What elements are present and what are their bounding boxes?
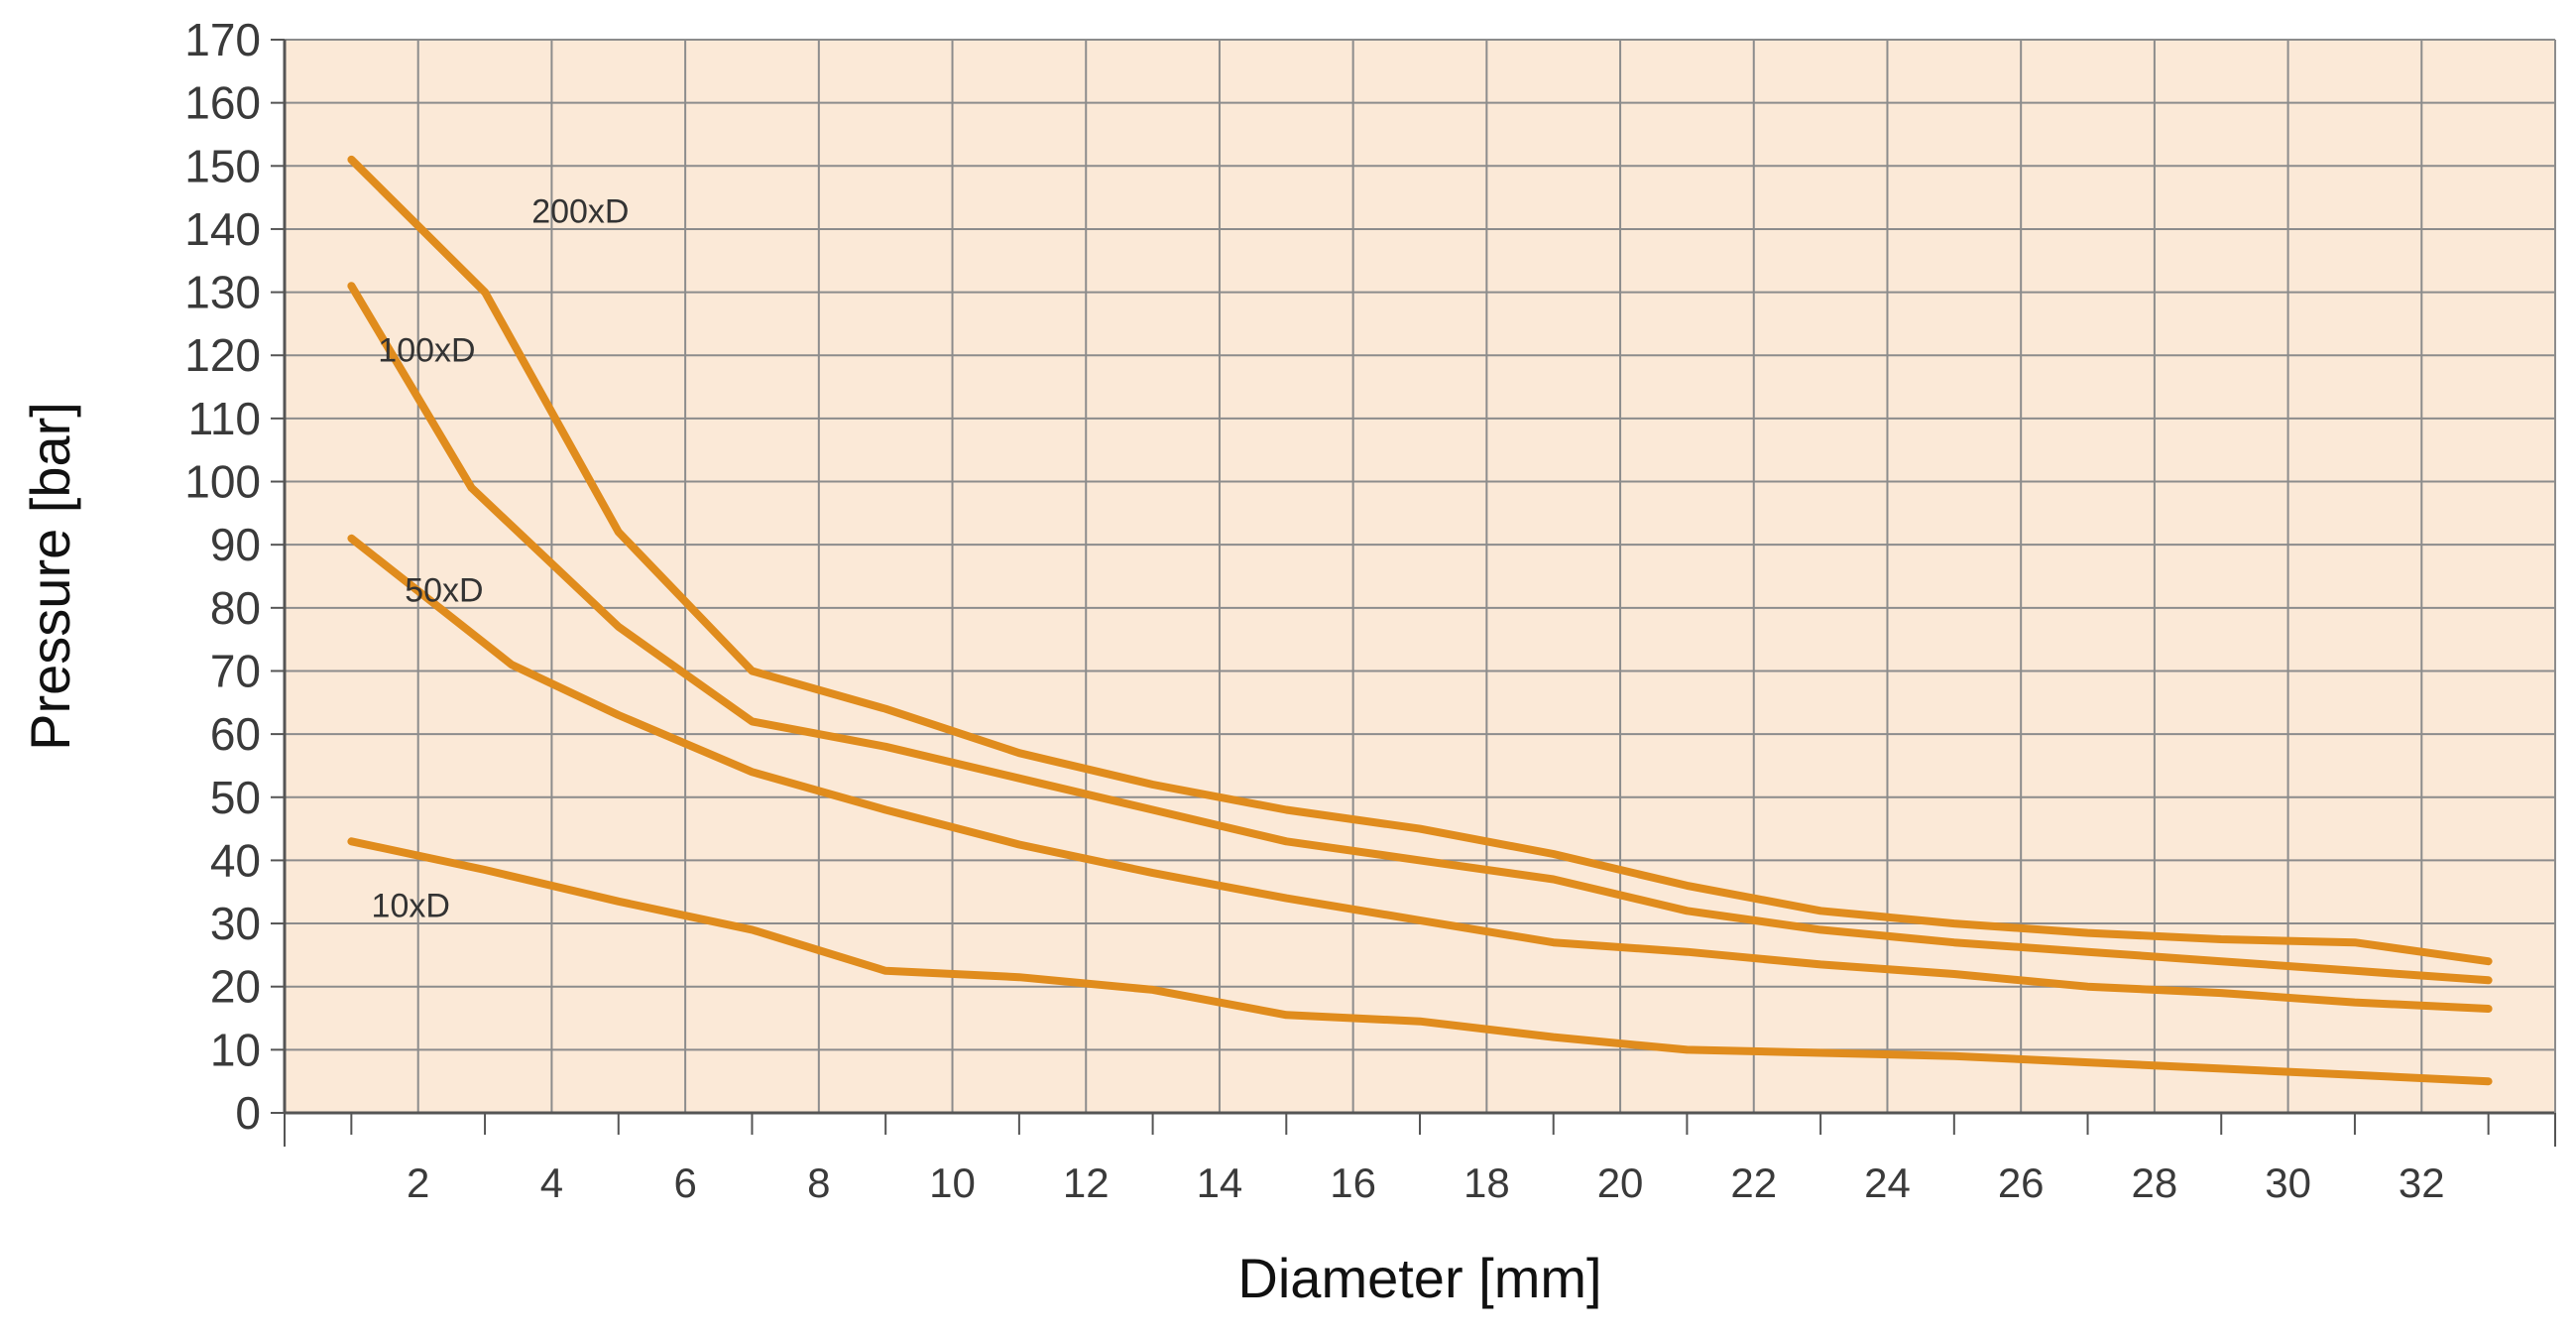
series-line-200xD	[347, 155, 2493, 966]
series-line-50xD	[347, 534, 2493, 1013]
x-tick-label: 20	[1597, 1159, 1644, 1206]
y-tick-label: 110	[188, 393, 261, 444]
y-tick-label: 30	[210, 898, 261, 949]
y-tick-label: 160	[184, 77, 261, 129]
series-labels: 200xD 100xD 50xD 10xD	[372, 193, 630, 925]
x-tick-label: 4	[540, 1159, 563, 1206]
x-tick-label: 24	[1864, 1159, 1911, 1206]
x-tick-label: 32	[2399, 1159, 2445, 1206]
y-tick-label: 120	[184, 329, 261, 381]
y-tick-label: 0	[235, 1087, 261, 1139]
x-tick-label: 30	[2265, 1159, 2311, 1206]
y-tick-label: 150	[184, 140, 261, 191]
x-tick-label: 22	[1730, 1159, 1777, 1206]
y-tick-label: 70	[210, 645, 261, 696]
y-tick-label: 80	[210, 582, 261, 634]
y-tick-label: 140	[184, 203, 261, 255]
x-tick-label: 12	[1063, 1159, 1110, 1206]
series-label-10xD: 10xD	[372, 888, 450, 925]
y-tick-label: 90	[210, 519, 261, 570]
y-tick-label: 60	[210, 708, 261, 760]
x-tick-label: 16	[1330, 1159, 1376, 1206]
x-tick-label: 14	[1197, 1159, 1243, 1206]
grid-lines	[285, 39, 2555, 1114]
series-line-100xD	[347, 282, 2493, 985]
y-tick-label: 170	[184, 14, 261, 65]
x-axis-label: Diameter [mm]	[1237, 1247, 1601, 1309]
series-lines	[347, 155, 2493, 1086]
x-tick-label: 8	[807, 1159, 830, 1206]
axes: 0 10 20 30 40 50 60 70 80 90 100 110 120 130 140 150 160…	[184, 14, 2556, 1206]
x-tick-label: 2	[407, 1159, 429, 1206]
x-tick-label: 18	[1464, 1159, 1510, 1206]
y-tick-label: 130	[184, 267, 261, 318]
y-axis-label: Pressure [bar]	[19, 402, 81, 751]
x-tick-label: 10	[929, 1159, 976, 1206]
y-tick-label: 40	[210, 834, 261, 886]
series-label-50xD: 50xD	[405, 571, 483, 609]
y-tick-label: 50	[210, 772, 261, 823]
y-tick-label: 10	[210, 1024, 261, 1075]
y-tick-label: 20	[210, 961, 261, 1013]
x-tick-label: 6	[673, 1159, 696, 1206]
series-label-200xD: 200xD	[531, 193, 629, 231]
series-label-100xD: 100xD	[378, 332, 475, 370]
x-tick-label: 28	[2132, 1159, 2178, 1206]
series-line-10xD	[347, 837, 2493, 1086]
y-tick-label: 100	[184, 456, 261, 508]
x-tick-label: 26	[1998, 1159, 2045, 1206]
